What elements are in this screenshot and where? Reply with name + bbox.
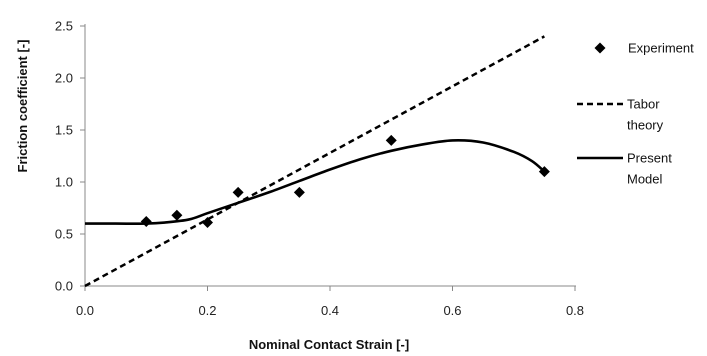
y-tick-labels: 0.0 0.5 1.0 1.5 2.0 2.5 xyxy=(55,19,85,294)
experiment-point xyxy=(232,186,244,198)
x-tick-label: 0.8 xyxy=(566,303,584,318)
experiment-point xyxy=(385,134,397,146)
x-tick-labels: 0.0 0.2 0.4 0.6 0.8 xyxy=(76,286,584,318)
x-tick-label: 0.2 xyxy=(198,303,216,318)
y-tick-label: 0.5 xyxy=(55,227,73,242)
present-model-line xyxy=(85,139,546,225)
legend-label-tabor-theory: theory xyxy=(627,118,664,133)
experiment-point xyxy=(171,209,183,221)
y-tick-label: 0.0 xyxy=(55,279,73,294)
x-tick-label: 0.6 xyxy=(443,303,461,318)
legend-label-present-model: Model xyxy=(627,172,663,187)
y-tick-label: 1.5 xyxy=(55,123,73,138)
x-axis-title: Nominal Contact Strain [-] xyxy=(249,337,409,352)
series-tabor-theory xyxy=(84,35,545,288)
tabor-theory-line xyxy=(84,35,545,288)
legend-label-experiment: Experiment xyxy=(628,41,694,56)
legend-label-present-model: Present xyxy=(627,151,672,166)
y-tick-label: 1.0 xyxy=(55,175,73,190)
legend: Experiment Tabor theory Present Model xyxy=(577,41,694,187)
x-tick-label: 0.4 xyxy=(321,303,339,318)
y-tick-label: 2.0 xyxy=(55,71,73,86)
legend-label-tabor-theory: Tabor xyxy=(627,97,660,112)
legend-marker-experiment xyxy=(594,42,606,54)
experiment-point xyxy=(140,216,152,228)
series-experiment xyxy=(140,134,550,229)
experiment-point xyxy=(293,186,305,198)
x-tick-label: 0.0 xyxy=(76,303,94,318)
y-tick-label: 2.5 xyxy=(55,19,73,34)
y-axis-title: Friction coefficient [-] xyxy=(15,40,30,173)
series-layer xyxy=(84,35,550,288)
experiment-point xyxy=(202,217,213,229)
series-present-model xyxy=(85,139,546,225)
